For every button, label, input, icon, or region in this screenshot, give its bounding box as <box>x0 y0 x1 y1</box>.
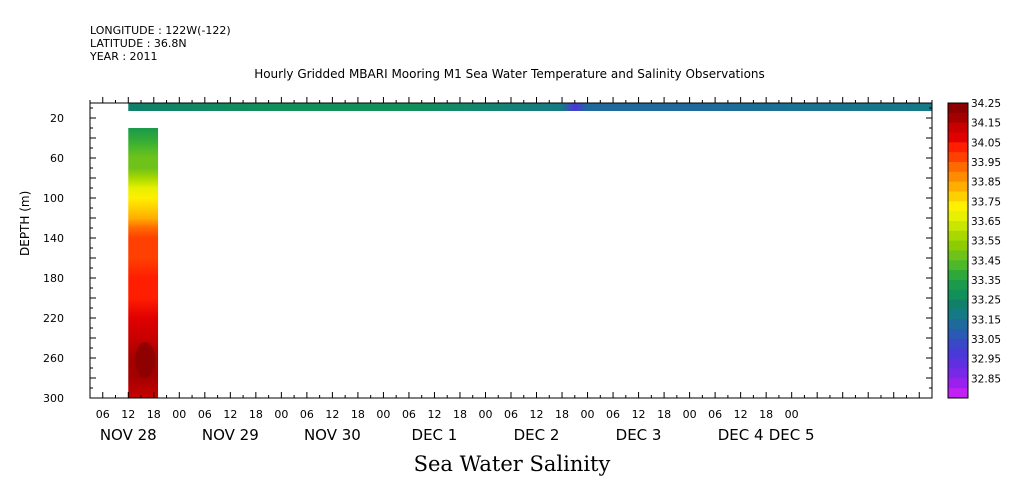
x-hour-label: 00 <box>478 408 492 421</box>
colorbar-swatch <box>948 142 968 153</box>
chart-title: Hourly Gridded MBARI Mooring M1 Sea Wate… <box>254 67 765 81</box>
x-day-label: NOV 30 <box>304 426 361 444</box>
longitude-label: LONGITUDE : 122W(-122) <box>90 24 231 37</box>
x-day-label: DEC 5 <box>769 426 815 444</box>
colorbar-swatch <box>948 112 968 124</box>
colorbar-label: 33.05 <box>971 334 1001 346</box>
y-tick-label: 100 <box>43 192 64 205</box>
x-hour-label: 00 <box>683 408 697 421</box>
y-tick-label: 60 <box>50 152 64 165</box>
colorbar-swatch <box>948 201 968 212</box>
colorbar-swatch <box>948 270 968 281</box>
x-hour-label: 06 <box>504 408 518 421</box>
x-hour-label: 06 <box>606 408 620 421</box>
colorbar-swatch <box>948 329 968 340</box>
y-tick-label: 140 <box>43 232 64 245</box>
colorbar-label: 33.25 <box>971 295 1001 307</box>
x-hour-label: 06 <box>198 408 212 421</box>
x-hour-label: 06 <box>96 408 110 421</box>
colorbar-swatch <box>948 171 968 183</box>
x-hour-label: 12 <box>325 408 339 421</box>
colorbar-swatch <box>948 309 968 320</box>
x-day-label: DEC 4 <box>718 426 764 444</box>
colorbar-label: 33.45 <box>971 255 1001 267</box>
x-hour-label: 18 <box>147 408 161 421</box>
colorbar-swatch <box>948 388 968 399</box>
x-hour-label: 18 <box>759 408 773 421</box>
x-hour-label: 18 <box>351 408 365 421</box>
x-hour-label: 00 <box>785 408 799 421</box>
colorbar-swatch <box>948 319 968 330</box>
profile-salinity-max <box>135 342 156 378</box>
y-tick-label: 20 <box>50 112 64 125</box>
colorbar-swatch <box>948 181 968 192</box>
x-hour-label: 00 <box>581 408 595 421</box>
colorbar-swatch <box>948 289 968 301</box>
colorbar-label: 33.15 <box>971 314 1001 326</box>
y-tick-label: 180 <box>43 272 64 285</box>
colorbar-label: 32.95 <box>971 354 1001 366</box>
colorbar-frame <box>947 102 969 399</box>
x-hour-label: 12 <box>632 408 646 421</box>
colorbar-label: 34.05 <box>971 137 1001 149</box>
x-hour-label: 12 <box>530 408 544 421</box>
y-tick-label: 220 <box>43 312 64 325</box>
x-hour-label: 18 <box>453 408 467 421</box>
x-hour-label: 00 <box>172 408 186 421</box>
colorbar-swatch <box>948 378 968 389</box>
year-label: YEAR : 2011 <box>90 50 158 63</box>
x-hour-label: 18 <box>555 408 569 421</box>
x-hour-label: 18 <box>657 408 671 421</box>
colorbar-label: 33.85 <box>971 177 1001 189</box>
colorbar-label: 32.85 <box>971 373 1001 385</box>
x-hour-label: 12 <box>734 408 748 421</box>
colorbar-label: 34.15 <box>971 118 1001 130</box>
latitude-label: LATITUDE : 36.8N <box>90 37 187 50</box>
colorbar-swatch <box>948 299 968 310</box>
colorbar-swatch <box>948 162 968 173</box>
colorbar-swatch <box>948 348 968 360</box>
colorbar-swatch <box>948 103 968 114</box>
colorbar-label: 33.35 <box>971 275 1001 287</box>
colorbar-swatch <box>948 358 968 369</box>
colorbar-swatch <box>948 191 968 202</box>
x-day-label: NOV 29 <box>202 426 259 444</box>
x-hour-label: 18 <box>249 408 263 421</box>
colorbar-swatch <box>948 122 968 133</box>
colorbar-swatch <box>948 250 968 261</box>
x-hour-label: 12 <box>121 408 135 421</box>
x-hour-label: 12 <box>223 408 237 421</box>
y-tick-label: 300 <box>43 392 64 405</box>
x-hour-label: 06 <box>708 408 722 421</box>
colorbar-label: 33.75 <box>971 196 1001 208</box>
y-tick-label: 260 <box>43 352 64 365</box>
colorbar-swatch <box>948 132 968 143</box>
colorbar-swatch <box>948 339 968 350</box>
x-hour-label: 06 <box>300 408 314 421</box>
colorbar-label: 33.55 <box>971 236 1001 248</box>
x-day-label: NOV 28 <box>100 426 157 444</box>
x-day-label: DEC 3 <box>616 426 662 444</box>
colorbar-swatch <box>948 260 968 271</box>
x-day-label: DEC 1 <box>412 426 458 444</box>
colorbar-label: 33.95 <box>971 157 1001 169</box>
colorbar-swatch <box>948 152 968 163</box>
colorbar-label: 34.25 <box>971 98 1001 110</box>
surface-salinity-band <box>128 103 933 111</box>
colorbar-swatch <box>948 368 968 379</box>
x-hour-label: 06 <box>402 408 416 421</box>
x-day-label: DEC 2 <box>514 426 560 444</box>
x-hour-label: 12 <box>427 408 441 421</box>
colorbar-swatch <box>948 280 968 291</box>
plot-frame <box>89 102 933 399</box>
colorbar-swatch <box>948 240 968 251</box>
variable-title: Sea Water Salinity <box>413 452 611 476</box>
x-hour-label: 00 <box>274 408 288 421</box>
colorbar-swatch <box>948 211 968 222</box>
colorbar-swatch <box>948 230 968 242</box>
colorbar-label: 33.65 <box>971 216 1001 228</box>
x-hour-label: 00 <box>376 408 390 421</box>
colorbar-swatch <box>948 221 968 232</box>
